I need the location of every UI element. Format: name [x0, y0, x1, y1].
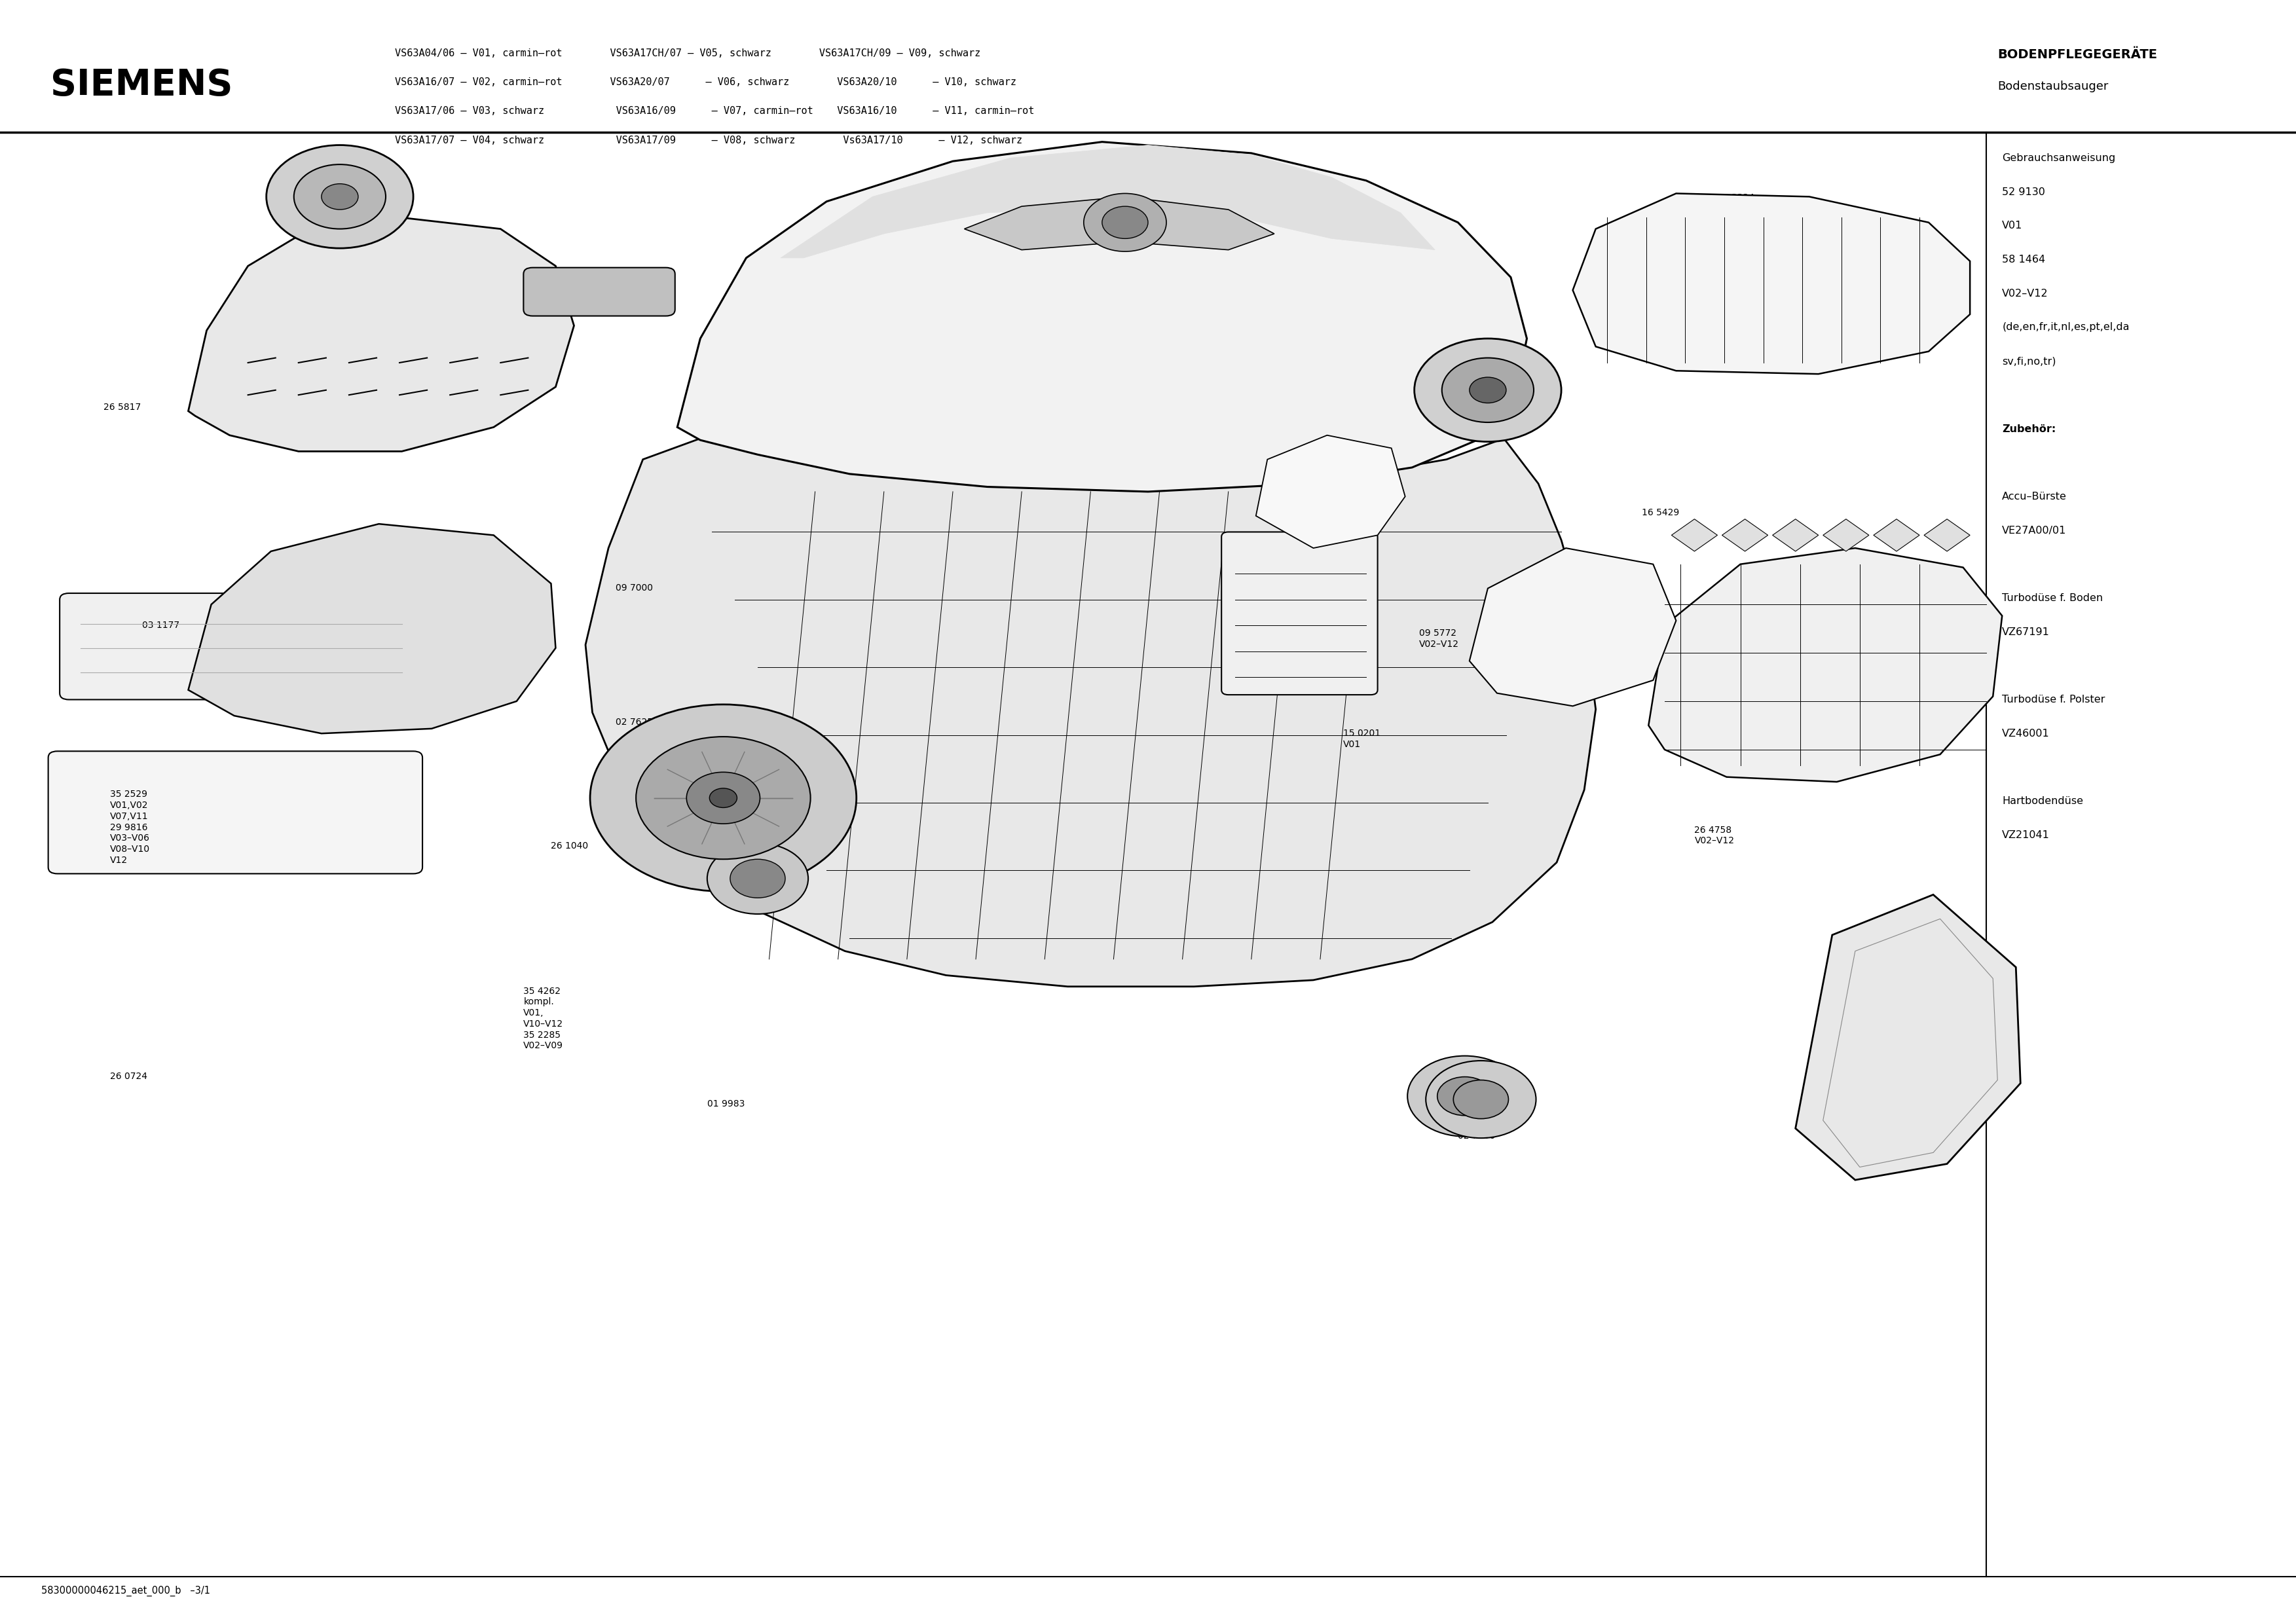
Polygon shape — [1823, 519, 1869, 551]
Text: Turbodüse f. Boden: Turbodüse f. Boden — [2002, 593, 2103, 603]
Circle shape — [636, 737, 810, 859]
Text: 26 5817: 26 5817 — [103, 403, 140, 413]
Polygon shape — [781, 145, 1435, 258]
Polygon shape — [1795, 895, 2020, 1180]
Text: 01 9983: 01 9983 — [707, 1099, 744, 1109]
Text: (de,en,fr,it,nl,es,pt,el,da: (de,en,fr,it,nl,es,pt,el,da — [2002, 322, 2128, 332]
Polygon shape — [1256, 435, 1405, 548]
Text: 15 0201
V01: 15 0201 V01 — [1343, 729, 1380, 748]
Text: 26 5419
V02–V12: 26 5419 V02–V12 — [1717, 604, 1756, 624]
Polygon shape — [1773, 519, 1818, 551]
FancyBboxPatch shape — [1221, 532, 1378, 695]
Circle shape — [1102, 206, 1148, 239]
Circle shape — [730, 859, 785, 898]
Text: 09 7000: 09 7000 — [615, 584, 652, 593]
Polygon shape — [964, 197, 1274, 250]
Text: VS63A16/07 – V02, carmin–rot        VS63A20/07      – V06, schwarz        VS63A2: VS63A16/07 – V02, carmin–rot VS63A20/07 … — [395, 77, 1017, 87]
Text: 52 9130: 52 9130 — [2002, 187, 2046, 197]
FancyBboxPatch shape — [60, 593, 418, 700]
Text: 58300000046215_aet_000_b   –3/1: 58300000046215_aet_000_b –3/1 — [41, 1586, 211, 1596]
Text: 09 5772
V02–V12: 09 5772 V02–V12 — [1419, 629, 1458, 648]
Circle shape — [1084, 193, 1166, 251]
Polygon shape — [1649, 548, 2002, 782]
Circle shape — [1407, 1056, 1522, 1136]
Text: SIEMENS: SIEMENS — [51, 68, 232, 103]
Circle shape — [687, 772, 760, 824]
Circle shape — [294, 164, 386, 229]
Polygon shape — [1573, 193, 1970, 374]
Polygon shape — [1874, 519, 1919, 551]
Text: sv,fi,no,tr): sv,fi,no,tr) — [2002, 356, 2057, 366]
Text: 36 6719
V02,V07,
V11
36 0715
V03–V05
V08,V09
V12
43 1650
V06,V10: 36 6719 V02,V07, V11 36 0715 V03–V05 V08… — [1166, 193, 1208, 290]
Circle shape — [590, 704, 856, 891]
Text: Turbodüse f. Polster: Turbodüse f. Polster — [2002, 695, 2105, 704]
Text: Accu–Bürste: Accu–Bürste — [2002, 492, 2066, 501]
Text: 05 4781
V01: 05 4781 V01 — [1336, 513, 1373, 532]
Polygon shape — [1924, 519, 1970, 551]
Text: 35 2529
V01,V02
V07,V11
29 9816
V03–V06
V08–V10
V12: 35 2529 V01,V02 V07,V11 29 9816 V03–V06 … — [110, 790, 149, 866]
Circle shape — [1437, 1077, 1492, 1116]
Polygon shape — [1671, 519, 1717, 551]
Text: VZ46001: VZ46001 — [2002, 729, 2050, 738]
Text: Gebrauchsanweisung: Gebrauchsanweisung — [2002, 153, 2115, 163]
Circle shape — [1414, 339, 1561, 442]
Text: Hartbodendüse: Hartbodendüse — [2002, 796, 2082, 806]
Polygon shape — [1469, 548, 1676, 706]
Text: 03 1177: 03 1177 — [142, 621, 179, 630]
Text: 48 3324
V02–V12: 48 3324 V02–V12 — [1717, 193, 1756, 213]
Circle shape — [707, 843, 808, 914]
Text: 15 5267: 15 5267 — [523, 322, 560, 332]
Text: 35 4262
kompl.
V01,
V10–V12
35 2285
V02–V09: 35 4262 kompl. V01, V10–V12 35 2285 V02–… — [523, 987, 563, 1051]
Circle shape — [1453, 1080, 1508, 1119]
Text: 02 7625: 02 7625 — [615, 717, 652, 727]
Text: VE27A00/01: VE27A00/01 — [2002, 526, 2066, 535]
Circle shape — [709, 788, 737, 808]
Text: 58 1464: 58 1464 — [2002, 255, 2046, 264]
Text: 02 7606: 02 7606 — [1458, 1132, 1495, 1141]
Polygon shape — [585, 438, 1596, 987]
Text: Zubehör:: Zubehör: — [2002, 424, 2055, 434]
Text: 46 0467
V01
46 0713
V02–V12: 46 0467 V01 46 0713 V02–V12 — [1768, 326, 1807, 368]
Circle shape — [1442, 358, 1534, 422]
Text: 26 4758
V02–V12: 26 4758 V02–V12 — [1694, 825, 1733, 845]
Circle shape — [266, 145, 413, 248]
Polygon shape — [188, 218, 574, 451]
Polygon shape — [1722, 519, 1768, 551]
Text: 26 1040: 26 1040 — [551, 841, 588, 851]
Text: V01: V01 — [2002, 221, 2023, 231]
Polygon shape — [677, 142, 1527, 492]
FancyBboxPatch shape — [523, 268, 675, 316]
Circle shape — [1426, 1061, 1536, 1138]
Text: VS63A04/06 – V01, carmin–rot        VS63A17CH/07 – V05, schwarz        VS63A17CH: VS63A04/06 – V01, carmin–rot VS63A17CH/0… — [395, 48, 980, 58]
Text: 16 5429: 16 5429 — [1642, 508, 1678, 517]
Polygon shape — [188, 524, 556, 733]
Text: 10 7702: 10 7702 — [1871, 1003, 1908, 1012]
Text: V02–V12: V02–V12 — [2002, 289, 2048, 298]
Circle shape — [1469, 377, 1506, 403]
Text: 26 0724: 26 0724 — [110, 1072, 147, 1082]
Text: 15 5266: 15 5266 — [333, 222, 370, 232]
Circle shape — [321, 184, 358, 210]
Text: BODENPFLEGEGERÄTE: BODENPFLEGEGERÄTE — [1998, 48, 2158, 61]
Text: Bodenstaubsauger: Bodenstaubsauger — [1998, 81, 2108, 92]
Text: 36 2736
kompl.
V01: 36 2736 kompl. V01 — [1015, 190, 1052, 221]
Text: VZ67191: VZ67191 — [2002, 627, 2050, 637]
FancyBboxPatch shape — [48, 751, 422, 874]
Text: VS63A17/07 – V04, schwarz            VS63A17/09      – V08, schwarz        Vs63A: VS63A17/07 – V04, schwarz VS63A17/09 – V… — [395, 135, 1022, 145]
Text: VS63A17/06 – V03, schwarz            VS63A16/09      – V07, carmin–rot    VS63A1: VS63A17/06 – V03, schwarz VS63A16/09 – V… — [395, 106, 1033, 116]
Text: VZ21041: VZ21041 — [2002, 830, 2050, 840]
